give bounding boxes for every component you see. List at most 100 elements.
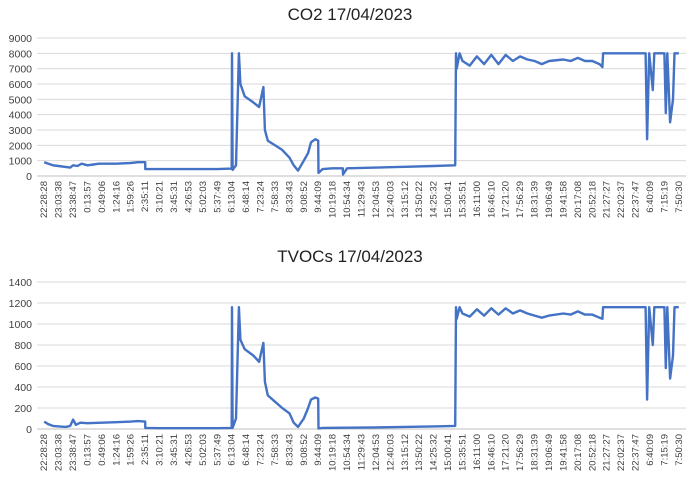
tvoc-x-tick-label: 12:40:03: [385, 434, 396, 471]
tvoc-y-tick-label: 1000: [9, 319, 33, 331]
tvoc-x-tick-label: 7:23:24: [256, 434, 267, 466]
tvoc-x-tick-label: 11:29:43: [357, 434, 368, 470]
co2-x-tick-label: 12:04:53: [371, 181, 382, 218]
tvoc-x-tick-label: 8:33:43: [284, 434, 295, 466]
tvoc-series-line: [43, 306, 679, 430]
co2-x-tick-label: 1:59:26: [126, 181, 137, 213]
tvoc-x-tick-label: 0:13:57: [82, 434, 93, 466]
tvoc-x-tick-label: 9:44:09: [313, 434, 324, 466]
co2-y-tick-label: 2000: [9, 140, 33, 152]
co2-x-tick-label: 16:11:00: [472, 181, 483, 217]
co2-x-tick-label: 8:33:43: [284, 181, 295, 213]
tvoc-x-tick-label: 10:54:34: [342, 434, 353, 471]
co2-x-tick-label: 7:50:30: [674, 181, 685, 213]
co2-x-tick-label: 9:08:52: [299, 181, 310, 213]
tvoc-x-tick-label: 16:46:10: [486, 434, 497, 471]
co2-x-tick-label: 10:19:18: [328, 181, 339, 218]
tvoc-y-tick-label: 400: [14, 382, 32, 394]
tvoc-x-tick-label: 5:02:03: [198, 434, 209, 466]
co2-y-tick-label: 3000: [9, 125, 33, 137]
tvoc-x-tick-label: 7:15:19: [659, 434, 670, 466]
co2-y-tick-label: 6000: [9, 79, 33, 91]
co2-x-tick-label: 23:38:47: [68, 181, 79, 218]
tvoc-y-tick-label: 600: [14, 361, 32, 373]
co2-x-tick-label: 9:44:09: [313, 181, 324, 213]
co2-x-tick-label: 15:35:51: [457, 181, 468, 218]
co2-x-tick-label: 20:52:18: [587, 181, 598, 218]
co2-x-tick-label: 15:00:41: [443, 181, 454, 218]
co2-x-tick-label: 6:48:14: [241, 181, 252, 213]
co2-x-tick-label: 7:58:33: [270, 181, 281, 213]
tvoc-x-tick-label: 9:08:52: [299, 434, 310, 466]
tvoc-x-tick-label: 3:45:31: [169, 434, 180, 466]
tvoc-x-tick-label: 6:13:04: [227, 434, 238, 466]
co2-x-tick-label: 3:45:31: [169, 181, 180, 213]
tvoc-x-tick-label: 2:35:11: [140, 434, 151, 465]
tvoc-x-tick-label: 22:37:47: [631, 434, 642, 471]
co2-x-tick-label: 22:28:28: [39, 181, 50, 218]
tvoc-y-tick-label: 1400: [9, 277, 33, 289]
co2-x-tick-label: 0:13:57: [82, 181, 93, 213]
co2-x-tick-label: 2:35:11: [140, 181, 151, 212]
co2-y-tick-label: 4000: [9, 110, 33, 122]
co2-x-tick-label: 10:54:34: [342, 181, 353, 218]
tvoc-x-tick-label: 0:49:06: [97, 434, 108, 466]
co2-chart: 0 1000 2000 3000 4000 5000 6000 7000 8000 9000 22:…: [9, 33, 686, 218]
co2-x-tick-label: 20:17:08: [573, 181, 584, 218]
tvoc-x-tick-label: 18:31:39: [530, 434, 541, 471]
tvoc-x-tick-label: 1:24:16: [111, 434, 122, 466]
co2-x-tick-label: 5:37:49: [212, 181, 223, 213]
co2-x-tick-label: 22:37:47: [631, 181, 642, 218]
co2-chart-title: CO2 17/04/2023: [288, 5, 413, 24]
co2-x-tick-label: 7:23:24: [256, 181, 267, 213]
co2-y-tick-label: 7000: [9, 64, 33, 76]
tvoc-y-tick-label: 800: [14, 340, 32, 352]
co2-y-tick-label: 5000: [9, 94, 33, 106]
co2-x-tick-label: 19:06:49: [544, 181, 555, 218]
tvoc-x-tick-label: 19:41:58: [558, 434, 569, 471]
co2-x-tick-label: 1:24:16: [111, 181, 122, 213]
tvoc-x-tick-label: 7:50:30: [674, 434, 685, 466]
tvoc-x-tick-label: 16:11:00: [472, 434, 483, 470]
tvoc-x-tick-label: 19:06:49: [544, 434, 555, 471]
co2-series-line: [43, 52, 679, 176]
co2-x-tick-label: 13:15:12: [400, 181, 411, 218]
co2-x-tick-label: 7:15:19: [659, 181, 670, 213]
co2-x-tick-label: 22:02:37: [616, 181, 627, 218]
co2-x-tick-label: 18:31:39: [530, 181, 541, 218]
co2-x-tick-label: 16:46:10: [486, 181, 497, 218]
tvoc-x-tick-label: 4:26:53: [183, 434, 194, 466]
tvoc-y-tick-label: 0: [26, 424, 32, 436]
tvoc-x-tick-label: 5:37:49: [212, 434, 223, 466]
co2-y-tick-label: 0: [26, 171, 32, 183]
tvoc-x-tick-label: 1:59:26: [126, 434, 137, 466]
tvoc-x-tick-label: 12:04:53: [371, 434, 382, 471]
co2-y-tick-label: 1000: [9, 156, 33, 168]
co2-x-tick-label: 14:25:32: [429, 181, 440, 218]
tvoc-x-tick-label: 22:28:28: [39, 434, 50, 471]
tvoc-x-tick-label: 20:52:18: [587, 434, 598, 471]
tvoc-x-tick-label: 14:25:32: [429, 434, 440, 471]
tvoc-x-tick-label: 17:56:29: [515, 434, 526, 471]
tvoc-chart: 0 200 400 600 800 1000 1200 1400 22:28:28 23:03:3…: [9, 277, 686, 471]
tvoc-x-tick-label: 6:40:09: [645, 434, 656, 466]
co2-x-tick-label: 0:49:06: [97, 181, 108, 213]
co2-x-tick-label: 23:03:38: [54, 181, 65, 218]
co2-x-tick-label: 21:27:27: [602, 181, 613, 218]
tvoc-x-tick-label: 23:03:38: [54, 434, 65, 471]
tvoc-x-tick-label: 17:21:20: [501, 434, 512, 471]
co2-x-tick-label: 19:41:58: [558, 181, 569, 218]
tvoc-x-tick-label: 15:35:51: [457, 434, 468, 471]
tvoc-x-tick-label: 10:19:18: [328, 434, 339, 471]
co2-x-tick-label: 17:56:29: [515, 181, 526, 218]
tvoc-chart-title: TVOCs 17/04/2023: [277, 247, 423, 266]
tvoc-x-tick-label: 13:50:22: [414, 434, 425, 471]
tvoc-x-tick-label: 7:58:33: [270, 434, 281, 466]
co2-x-tick-label: 17:21:20: [501, 181, 512, 218]
tvoc-y-tick-label: 200: [14, 403, 32, 415]
co2-x-tick-label: 6:40:09: [645, 181, 656, 213]
tvoc-x-tick-label: 6:48:14: [241, 434, 252, 466]
tvoc-x-tick-label: 22:02:37: [616, 434, 627, 471]
